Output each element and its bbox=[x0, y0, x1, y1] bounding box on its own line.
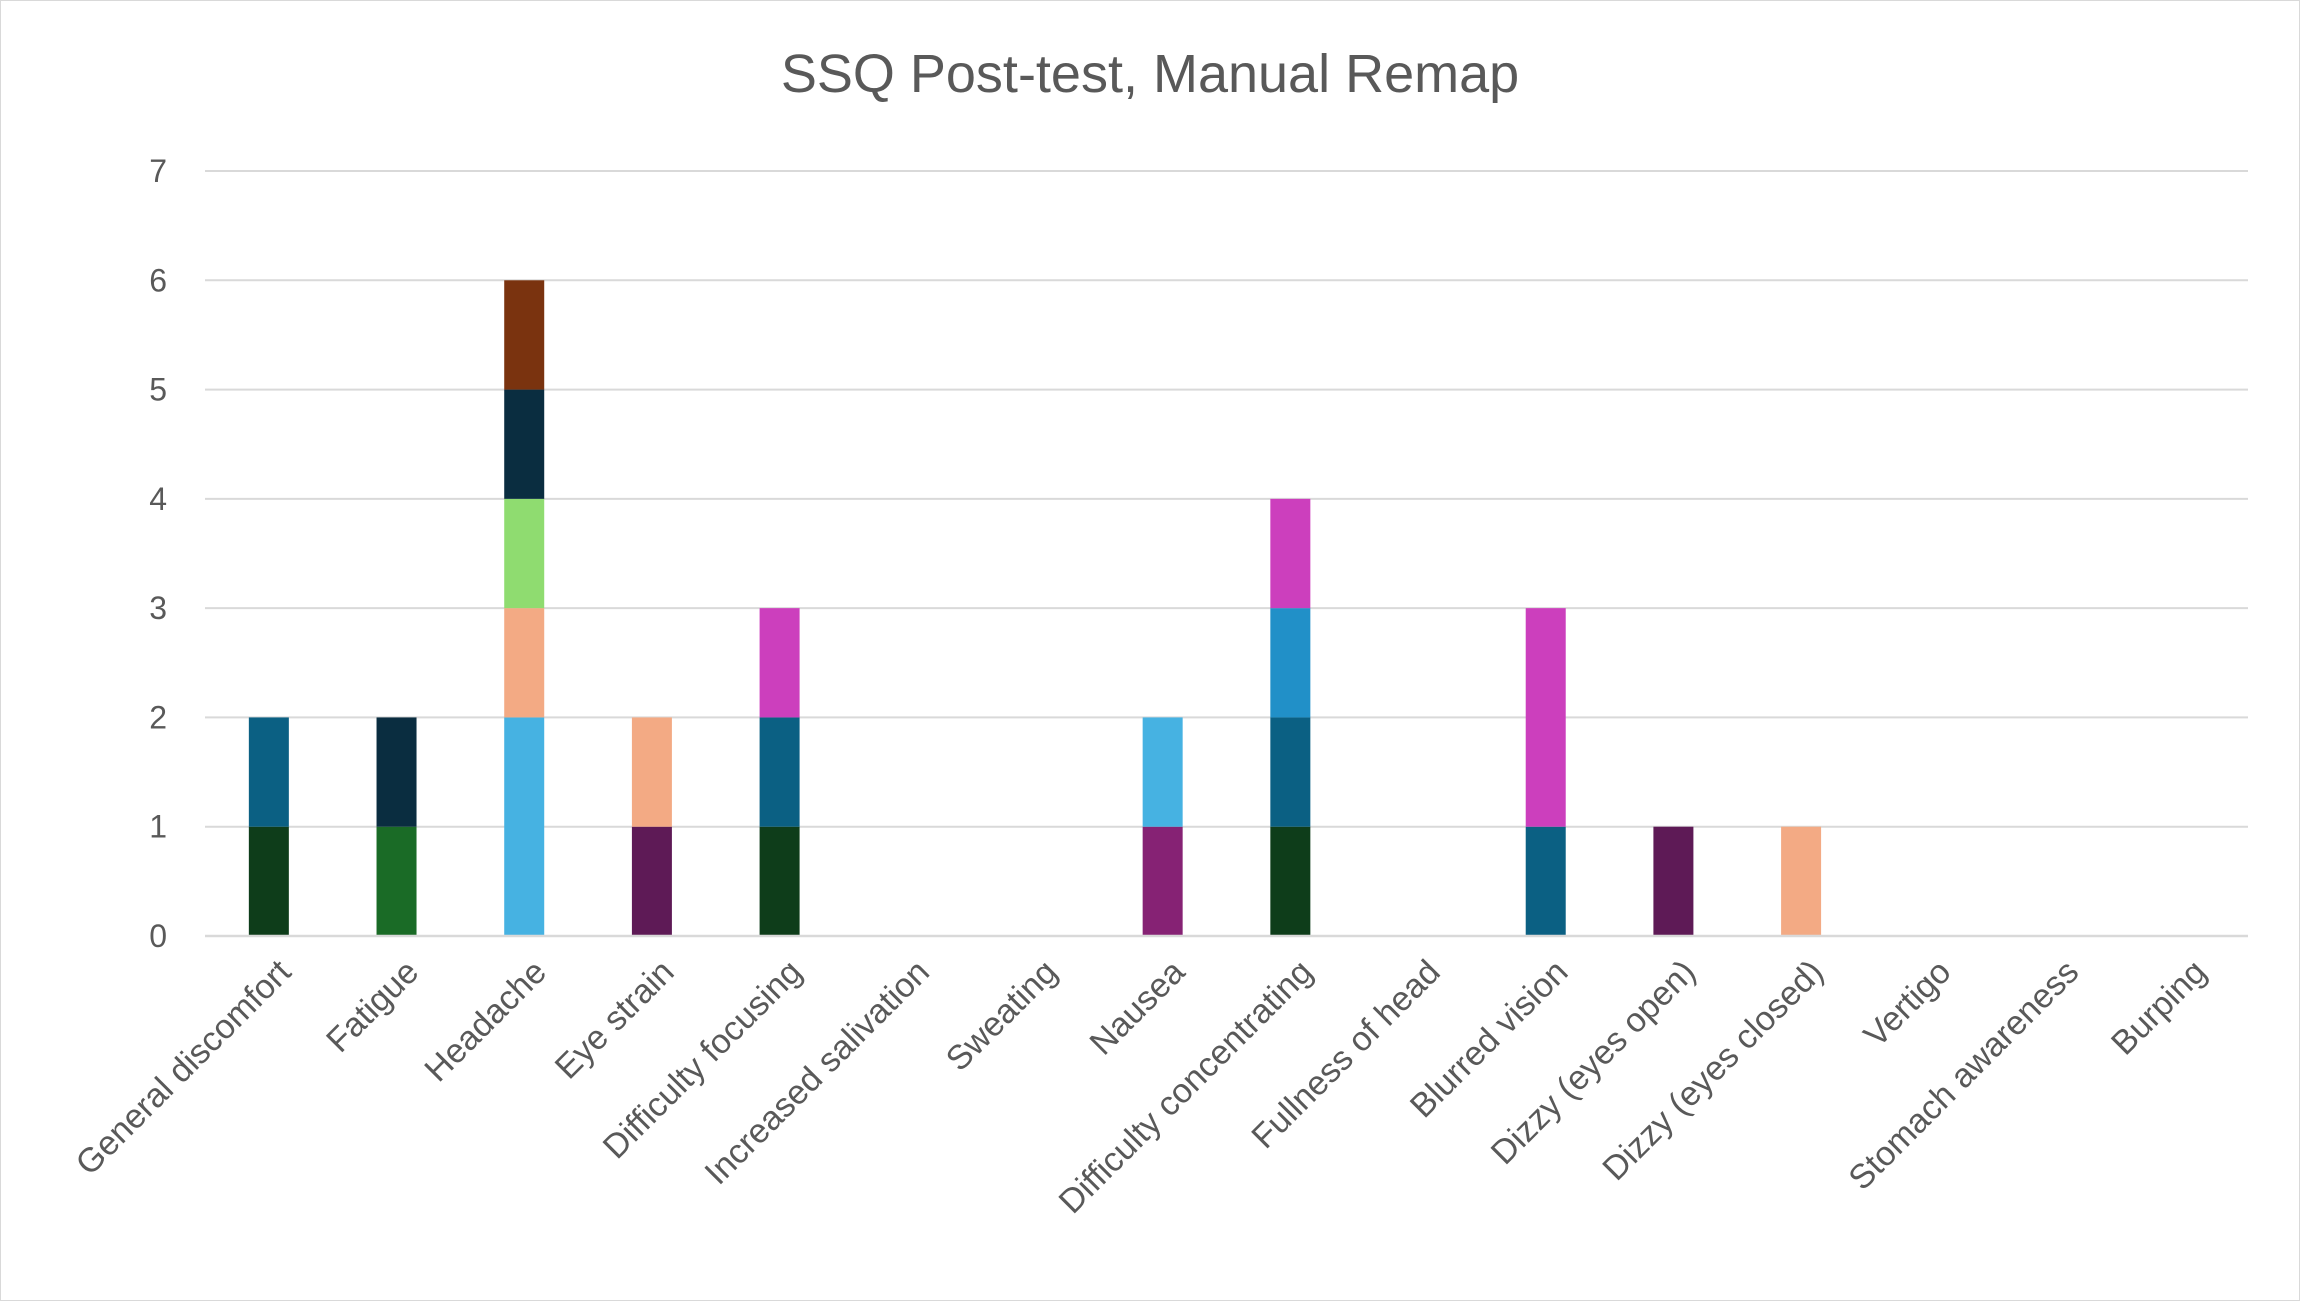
bar-segment bbox=[504, 498, 545, 609]
x-tick-label: Stomach awareness bbox=[1841, 953, 2086, 1198]
bar-segment bbox=[1270, 608, 1311, 718]
y-tick-label: 4 bbox=[149, 481, 167, 517]
gridlines bbox=[205, 170, 2248, 828]
bar-segment bbox=[1653, 826, 1694, 936]
bar-segment bbox=[1270, 717, 1311, 827]
x-tick-label: Sweating bbox=[939, 953, 1065, 1079]
bar-segment bbox=[504, 389, 545, 499]
bar-segment bbox=[1142, 717, 1183, 827]
bar-segment bbox=[248, 717, 289, 827]
bar-segment bbox=[1270, 826, 1311, 936]
bar-segment bbox=[376, 826, 417, 936]
y-tick-label: 3 bbox=[149, 590, 167, 626]
x-tick-label: General discomfort bbox=[69, 952, 299, 1182]
bar-segment bbox=[504, 608, 545, 718]
x-tick-label: Increased salivation bbox=[698, 953, 937, 1192]
bar-segment bbox=[759, 608, 800, 718]
x-tick-label: Dizzy (eyes closed) bbox=[1595, 953, 1830, 1188]
x-tick-label: Burping bbox=[2104, 953, 2214, 1063]
bar-segment bbox=[376, 717, 417, 827]
bar-segment bbox=[759, 717, 800, 827]
x-tick-label: Headache bbox=[417, 953, 553, 1089]
x-tick-label: Difficulty concentrating bbox=[1052, 953, 1320, 1221]
bar-segment bbox=[759, 826, 800, 936]
bar-segment bbox=[1781, 826, 1822, 936]
x-tick-label: Fatigue bbox=[319, 953, 426, 1060]
bar-segment bbox=[631, 826, 672, 936]
bar-segment bbox=[1142, 826, 1183, 936]
bar-segment bbox=[1525, 826, 1566, 936]
y-tick-label: 6 bbox=[149, 262, 167, 298]
bar-segment bbox=[504, 280, 545, 390]
bar-segment bbox=[1525, 608, 1566, 827]
bar-segment bbox=[248, 826, 289, 936]
bars bbox=[248, 280, 1822, 936]
y-tick-label: 2 bbox=[149, 699, 167, 735]
y-tick-label: 1 bbox=[149, 809, 167, 845]
y-tick-label: 0 bbox=[149, 918, 167, 954]
x-tick-label: Eye strain bbox=[548, 953, 682, 1087]
bar-segment bbox=[631, 717, 672, 827]
chart-title: SSQ Post-test, Manual Remap bbox=[781, 44, 1519, 104]
y-tick-label: 5 bbox=[149, 372, 167, 408]
y-axis-ticks: 0 1 2 3 4 5 6 7 bbox=[149, 153, 167, 954]
bar-segment bbox=[1270, 498, 1311, 609]
bar-segment bbox=[504, 717, 545, 936]
x-tick-label: Vertigo bbox=[1857, 953, 1959, 1055]
y-tick-label: 7 bbox=[149, 153, 167, 189]
x-tick-label: Nausea bbox=[1083, 953, 1193, 1063]
